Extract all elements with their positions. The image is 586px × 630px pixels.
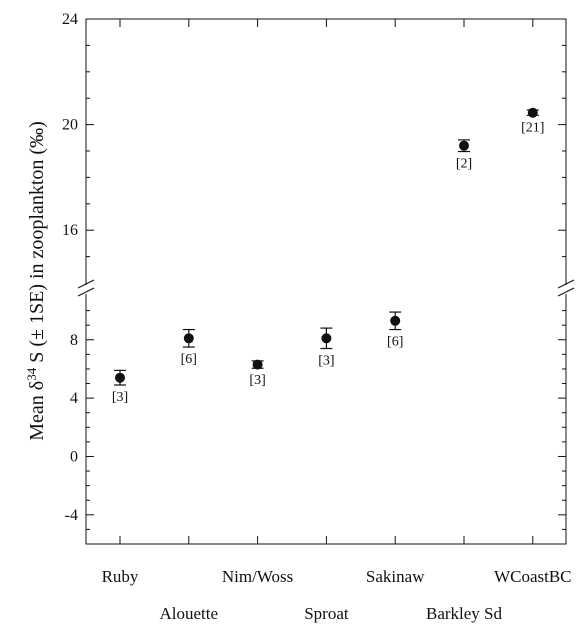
y-axis-title-superscript: 34 <box>24 367 39 381</box>
data-point <box>459 140 469 151</box>
y-tick-label: 24 <box>62 11 78 28</box>
sample-size-label: [6] <box>181 352 197 367</box>
x-category-label: WCoastBC <box>494 567 571 586</box>
data-point <box>321 333 332 344</box>
plot-frame <box>85 18 567 545</box>
marks-layer: [3] [6] [3] [3] [6] [2] [21] <box>112 107 544 405</box>
x-category-label: Sproat <box>304 604 349 623</box>
sample-size-label: [6] <box>387 335 403 350</box>
x-category-label: Ruby <box>102 567 139 586</box>
axis-break-slash-right-1 <box>557 279 575 289</box>
y-axis-title: Mean δ34 S (± 1SE) in zooplankton (‰) <box>24 121 49 440</box>
sample-size-label: [3] <box>249 373 265 388</box>
x-category-label: Nim/Woss <box>222 567 293 586</box>
y-tick-label: 4 <box>70 390 78 407</box>
data-point <box>183 333 194 344</box>
y-tick-label: 16 <box>62 222 78 239</box>
data-point <box>252 359 263 370</box>
y-axis-title-suffix: S (± 1SE) in zooplankton (‰) <box>26 121 48 368</box>
data-point <box>115 372 125 383</box>
axis-break-slash-right-2 <box>557 287 575 297</box>
axis-break-gap-right <box>560 285 572 294</box>
data-point <box>390 315 401 326</box>
x-category-label: Alouette <box>160 604 219 623</box>
y-tick-label: 8 <box>70 332 78 349</box>
sample-size-label: [3] <box>112 390 128 405</box>
y-tick-label: 20 <box>62 117 78 134</box>
sample-size-label: [2] <box>456 157 472 172</box>
data-point <box>527 107 538 118</box>
sample-size-label: [21] <box>521 120 544 135</box>
y-tick-label: -4 <box>65 507 78 524</box>
x-category-label: Barkley Sd <box>426 604 503 623</box>
axis-break-slash-left-1 <box>77 279 95 289</box>
axis-break-gap-left <box>80 285 92 294</box>
y-axis-title-prefix: Mean δ <box>26 381 48 441</box>
x-category-label: Sakinaw <box>366 567 425 586</box>
sample-size-label: [3] <box>318 354 334 369</box>
y-tick-label: 0 <box>70 448 78 465</box>
axis-break-slash-left-2 <box>77 287 95 297</box>
